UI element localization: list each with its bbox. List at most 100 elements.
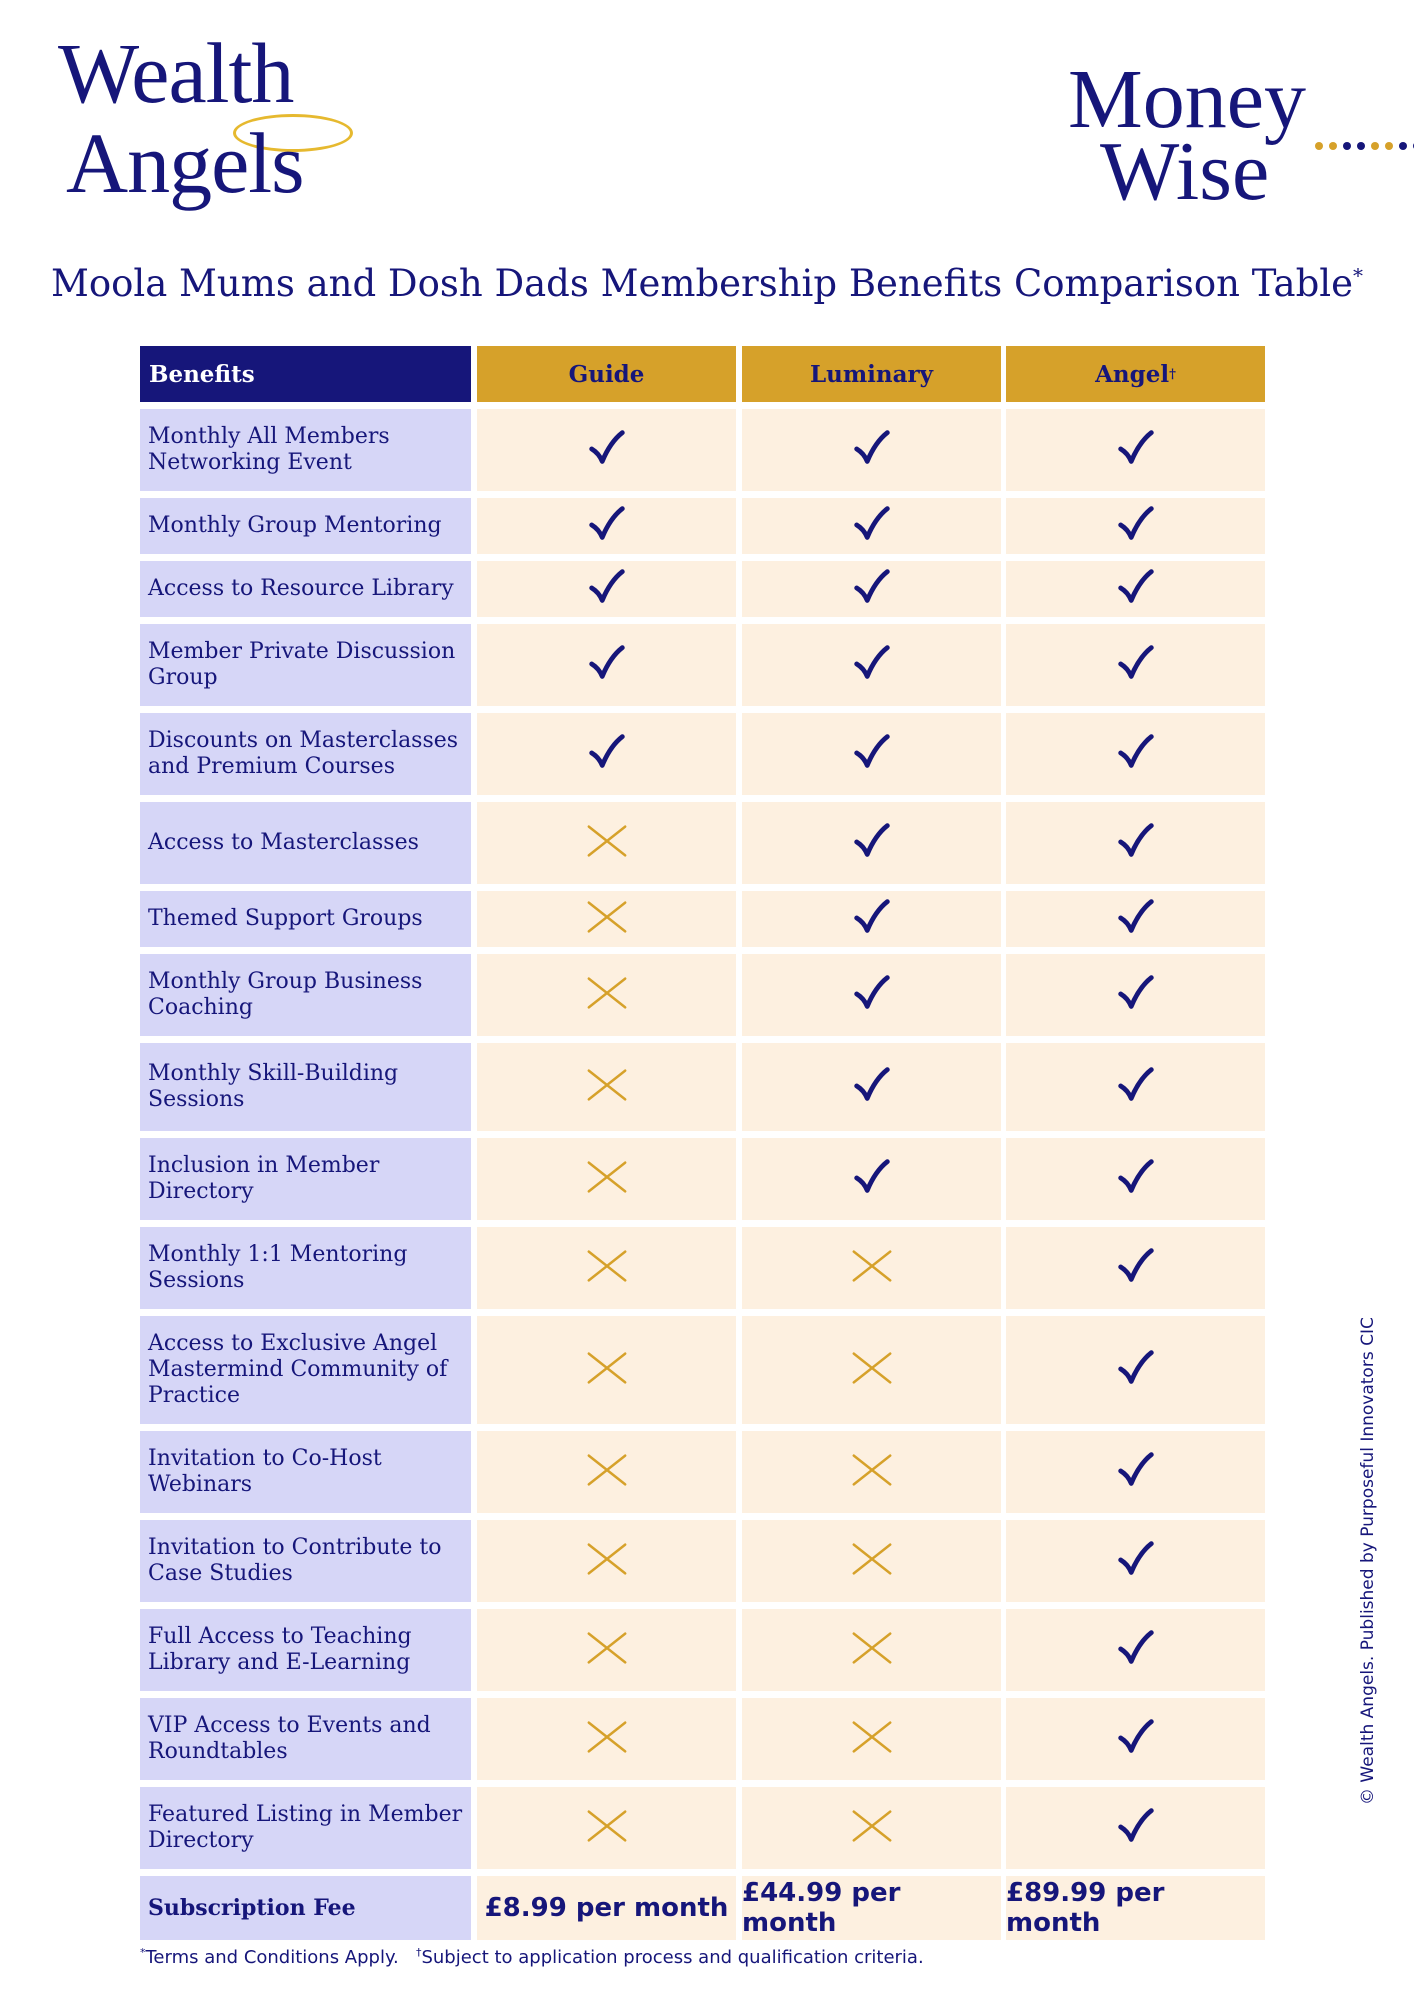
- check-icon: [849, 818, 895, 868]
- benefit-name-cell: Inclusion in Member Directory: [140, 1138, 471, 1220]
- plan-angel-cell: [1006, 1520, 1265, 1602]
- header-plan-label: Angel: [1095, 360, 1170, 388]
- header-plan-label: Guide: [568, 360, 645, 388]
- plan-luminary-cell: [742, 1043, 1001, 1131]
- plan-angel-cell: [1006, 498, 1265, 554]
- benefit-name-cell: Themed Support Groups: [140, 891, 471, 947]
- check-icon: [849, 640, 895, 690]
- title-footnote-mark: *: [1353, 263, 1364, 288]
- header-benefits: Benefits: [140, 346, 471, 402]
- check-icon: [849, 564, 895, 614]
- logo-dot: [1385, 142, 1393, 150]
- cross-icon: [584, 970, 630, 1020]
- logo-dot: [1357, 142, 1365, 150]
- plan-luminary-cell: [742, 713, 1001, 795]
- plan-guide-cell: [477, 1227, 736, 1309]
- plan-guide-cell: [477, 498, 736, 554]
- check-icon: [849, 425, 895, 475]
- plan-luminary-cell: [742, 1138, 1001, 1220]
- check-icon: [1113, 1447, 1159, 1497]
- check-icon: [1113, 1243, 1159, 1293]
- logo-dot: [1329, 142, 1337, 150]
- plan-luminary-cell: [742, 561, 1001, 617]
- plan-angel-cell: [1006, 561, 1265, 617]
- copyright-note: © Wealth Angels. Published by Purposeful…: [1358, 1317, 1378, 1805]
- header-plan-luminary: Luminary: [742, 346, 1001, 402]
- plan-luminary-cell: [742, 409, 1001, 491]
- check-icon: [849, 1062, 895, 1112]
- plan-guide-cell: [477, 954, 736, 1036]
- benefit-name-cell: Full Access to Teaching Library and E-Le…: [140, 1609, 471, 1691]
- plan-luminary-cell: [742, 624, 1001, 706]
- benefit-name-cell: Access to Exclusive Angel Mastermind Com…: [140, 1316, 471, 1424]
- plan-luminary-cell: [742, 1609, 1001, 1691]
- check-icon: [849, 970, 895, 1020]
- plan-guide-cell: [477, 1043, 736, 1131]
- footnote-text: Terms and Conditions Apply.: [145, 1947, 399, 1968]
- plan-angel-cell: [1006, 1138, 1265, 1220]
- plan-luminary-cell: [742, 1520, 1001, 1602]
- check-icon: [849, 501, 895, 551]
- plan-angel-cell: [1006, 713, 1265, 795]
- check-icon: [1113, 1714, 1159, 1764]
- plan-guide-cell: [477, 561, 736, 617]
- plan-guide-cell: [477, 891, 736, 947]
- check-icon: [849, 729, 895, 779]
- plan-guide-cell: [477, 1787, 736, 1869]
- plan-angel-cell: [1006, 1431, 1265, 1513]
- check-icon: [584, 425, 630, 475]
- cross-icon: [584, 1625, 630, 1675]
- header-plan-guide: Guide: [477, 346, 736, 402]
- benefit-name-cell: Access to Masterclasses: [140, 802, 471, 884]
- money-wise-logo: Money Wise: [1060, 58, 1414, 218]
- plan-guide-cell: [477, 1609, 736, 1691]
- benefit-name-cell: VIP Access to Events and Roundtables: [140, 1698, 471, 1780]
- cross-icon: [849, 1714, 895, 1764]
- plan-angel-cell: [1006, 802, 1265, 884]
- logo-dot: [1343, 142, 1351, 150]
- subscription-fee-label: Subscription Fee: [140, 1876, 471, 1940]
- plan-luminary-cell: [742, 1787, 1001, 1869]
- logo-dot: [1315, 142, 1323, 150]
- check-icon: [1113, 894, 1159, 944]
- benefit-name-cell: Invitation to Co-Host Webinars: [140, 1431, 471, 1513]
- cross-icon: [584, 894, 630, 944]
- page-title-text: Moola Mums and Dosh Dads Membership Bene…: [50, 262, 1354, 305]
- check-icon: [584, 729, 630, 779]
- plan-guide-cell: [477, 1431, 736, 1513]
- benefit-name-cell: Monthly 1:1 Mentoring Sessions: [140, 1227, 471, 1309]
- cross-icon: [584, 1062, 630, 1112]
- plan-angel-cell: [1006, 1698, 1265, 1780]
- check-icon: [1113, 1536, 1159, 1586]
- benefit-name-cell: Monthly Skill-Building Sessions: [140, 1043, 471, 1131]
- footnote-mark: *: [140, 1946, 146, 1959]
- plan-guide-cell: [477, 624, 736, 706]
- halo-icon: [233, 114, 353, 152]
- benefit-name-cell: Monthly Group Business Coaching: [140, 954, 471, 1036]
- cross-icon: [849, 1803, 895, 1853]
- footnote: *Terms and Conditions Apply. †Subject to…: [140, 1946, 924, 1968]
- cross-icon: [584, 818, 630, 868]
- price-angel: £89.99 per month: [1006, 1876, 1265, 1940]
- benefit-name-cell: Member Private Discussion Group: [140, 624, 471, 706]
- benefit-name-cell: Invitation to Contribute to Case Studies: [140, 1520, 471, 1602]
- check-icon: [1113, 640, 1159, 690]
- logo-dot: [1399, 142, 1407, 150]
- plan-luminary-cell: [742, 498, 1001, 554]
- plan-angel-cell: [1006, 954, 1265, 1036]
- page-title: Moola Mums and Dosh Dads Membership Bene…: [0, 262, 1414, 305]
- header-plan-angel: Angel †: [1006, 346, 1265, 402]
- plan-guide-cell: [477, 713, 736, 795]
- cross-icon: [584, 1447, 630, 1497]
- logo-dot: [1371, 142, 1379, 150]
- plan-angel-cell: [1006, 1227, 1265, 1309]
- logo-word-angels: Angels: [66, 115, 305, 211]
- check-icon: [849, 1154, 895, 1204]
- plan-guide-cell: [477, 1520, 736, 1602]
- cross-icon: [849, 1447, 895, 1497]
- benefit-name-cell: Monthly All Members Networking Event: [140, 409, 471, 491]
- plan-angel-cell: [1006, 1043, 1265, 1131]
- benefit-name-cell: Access to Resource Library: [140, 561, 471, 617]
- cross-icon: [584, 1243, 630, 1293]
- plan-luminary-cell: [742, 802, 1001, 884]
